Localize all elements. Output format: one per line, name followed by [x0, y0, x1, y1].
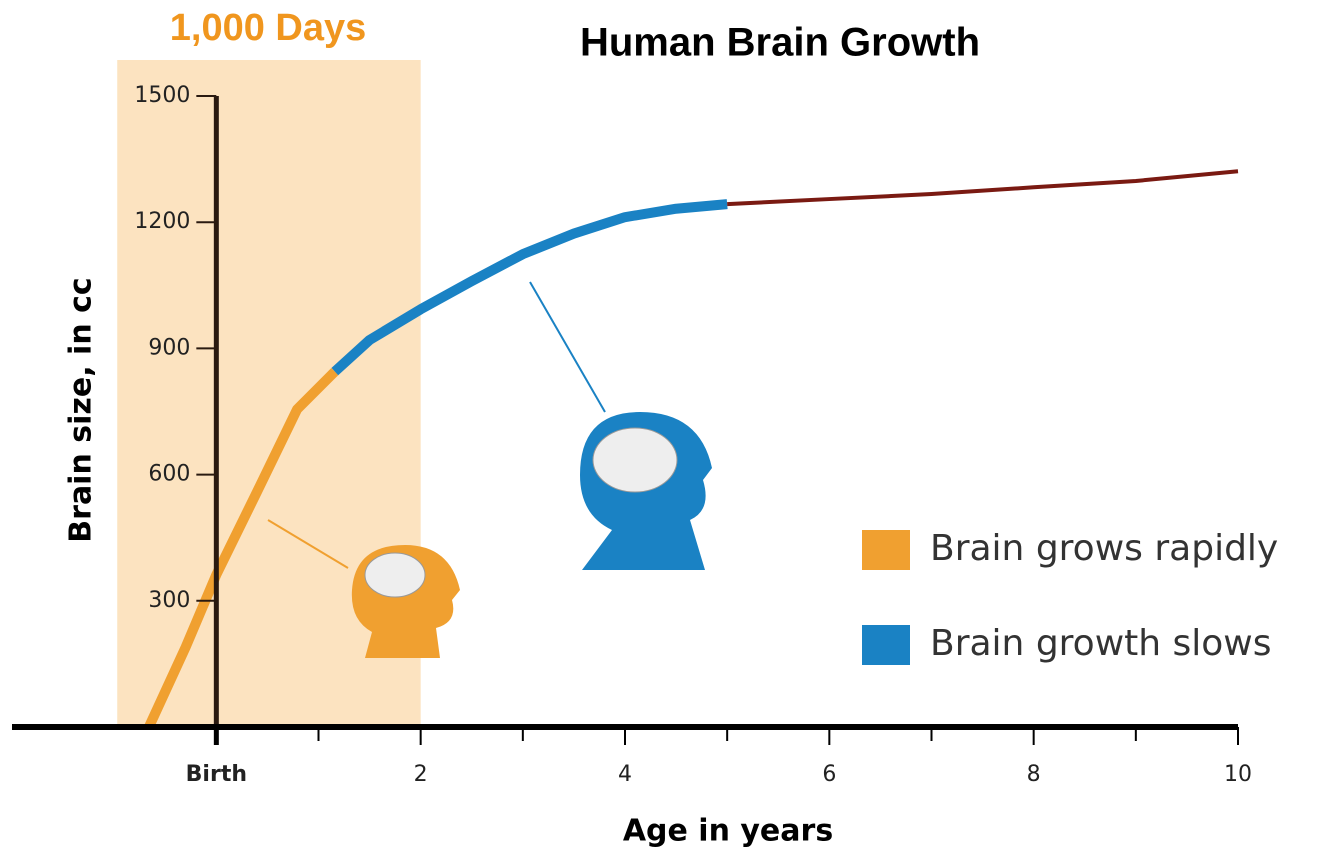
x-axis-title: Age in years [623, 814, 833, 849]
x-tick-label: Birth [186, 762, 247, 787]
leader-line [267, 519, 349, 569]
legend-label: Brain growth slows [930, 623, 1272, 664]
y-tick-label: 600 [148, 462, 190, 487]
x-tick-label: 10 [1224, 762, 1252, 787]
y-tick-label: 1200 [134, 209, 190, 234]
span-label: 1,000 Days [170, 7, 367, 49]
y-tick-label: 900 [148, 335, 190, 360]
data-line [331, 199, 728, 376]
legend-swatch [862, 625, 910, 665]
y-tick-label: 1500 [134, 83, 190, 108]
legend-swatch [862, 530, 910, 570]
data-line [727, 169, 1239, 207]
leader-line [529, 281, 606, 413]
y-tick-label: 300 [148, 588, 190, 613]
x-tick-label: 6 [822, 762, 836, 787]
head-icon [580, 412, 712, 570]
data-line [144, 368, 339, 730]
head-icon [351, 545, 460, 658]
legend-label: Brain grows rapidly [930, 528, 1278, 569]
chart-title: Human Brain Growth [580, 21, 980, 65]
y-axis-title: Brain size, in cc [64, 277, 99, 542]
x-tick-label: 4 [618, 762, 632, 787]
x-tick-label: 2 [414, 762, 428, 787]
x-tick-label: 8 [1027, 762, 1041, 787]
